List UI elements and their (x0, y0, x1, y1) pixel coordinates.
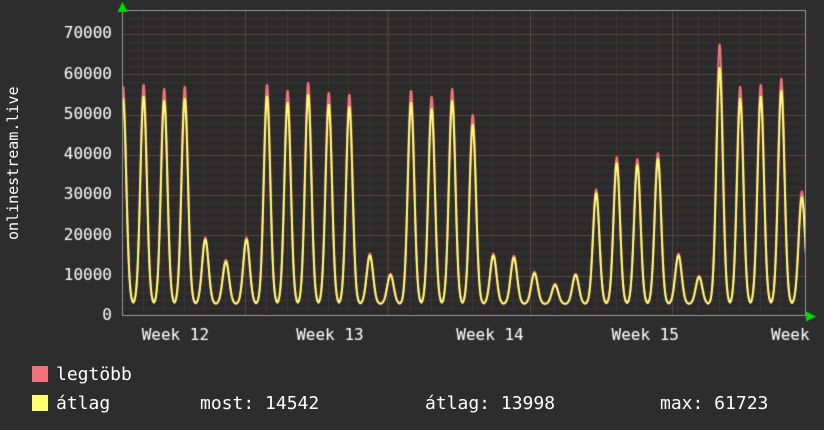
legend-label-atlag: átlag (56, 393, 111, 414)
legend-swatch-atlag (32, 395, 48, 411)
legend-label-legtobb: legtöbb (56, 364, 132, 385)
chart-canvas (0, 0, 824, 345)
stat-atlag: átlag: 13998 (425, 393, 556, 414)
stat-most: most: 14542 (200, 393, 320, 414)
stat-max: max: 61723 (660, 393, 769, 414)
legend-swatch-legtobb (32, 366, 48, 382)
